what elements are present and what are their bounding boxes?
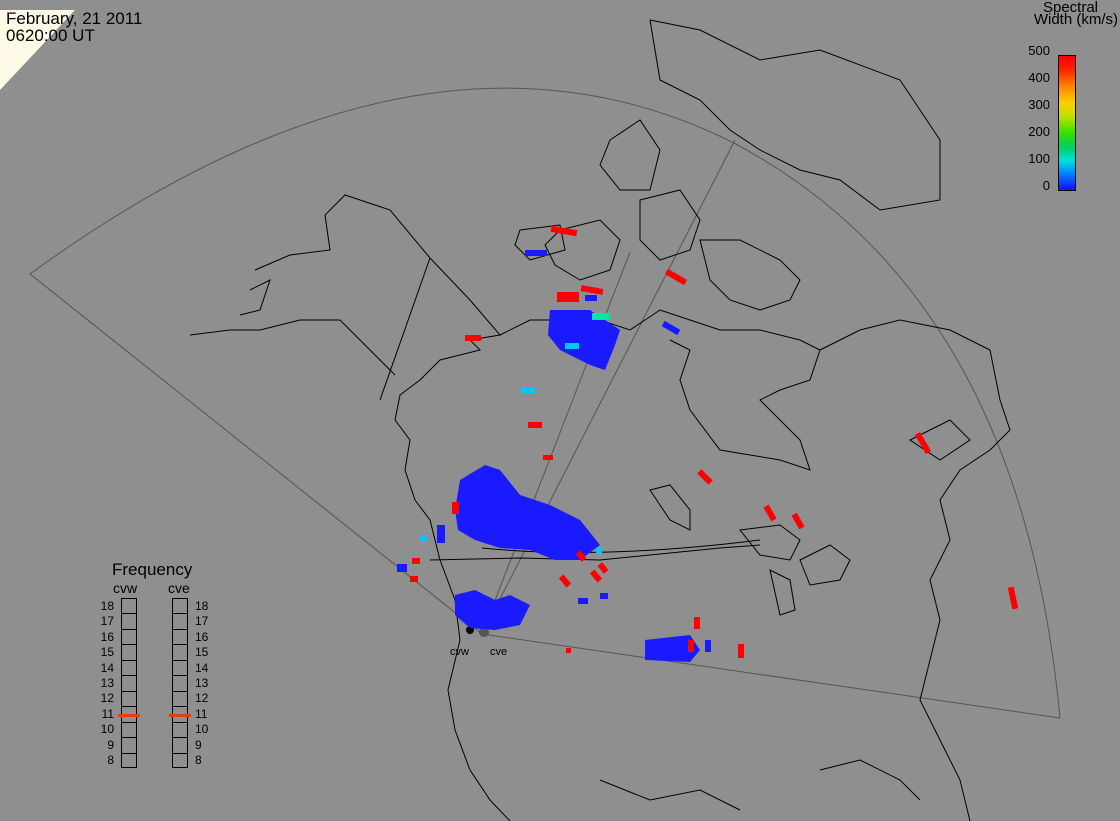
frequency-level-label: 13: [100, 676, 114, 690]
backscatter-echoes: [397, 250, 711, 662]
frequency-cell-divider: [173, 721, 187, 723]
frequency-cell-divider: [122, 644, 136, 646]
frequency-level-label: 16: [100, 629, 114, 644]
cyan-green-echoes: [592, 313, 610, 320]
colorbar-tick: 400: [1028, 70, 1050, 85]
frequency-cell-divider: [122, 628, 136, 630]
frequency-level-label: 11: [101, 706, 114, 721]
frequency-cell-divider: [173, 628, 187, 630]
field-of-view-outline: [29, 87, 1061, 719]
latitude-line: [481, 539, 761, 553]
frequency-cell-divider: [173, 644, 187, 646]
frequency-cell-divider: [173, 659, 187, 661]
frequency-radar-label: cvw: [113, 580, 138, 596]
frequency-level-label: 9: [107, 737, 114, 752]
frequency-level-label: 15: [100, 645, 114, 660]
frequency-marker-cvw: [118, 714, 140, 718]
frequency-level-label: 14: [100, 660, 114, 675]
frequency-cell-divider: [173, 675, 187, 677]
spectral-width-colorbar: [1058, 55, 1076, 191]
frequency-cell-divider: [122, 675, 136, 677]
coastlines: [189, 19, 1011, 821]
frequency-cell-divider: [173, 613, 187, 615]
colorbar-tick: 500: [1028, 43, 1050, 58]
cve-site-marker: [479, 627, 489, 637]
frequency-cell-divider: [173, 690, 187, 692]
frequency-bar-cve: [172, 598, 188, 768]
frequency-marker-cve: [169, 714, 191, 718]
frequency-level-label: 12: [195, 691, 209, 706]
frequency-cell-divider: [173, 737, 187, 739]
frequency-cell-divider: [173, 752, 187, 754]
frequency-level-label: 11: [195, 706, 208, 721]
colorbar-title: Spectral: [1042, 0, 1098, 16]
frequency-level-label: 10: [100, 722, 114, 737]
frequency-cell-divider: [173, 706, 187, 708]
site-label-cvw: cvw: [450, 646, 469, 658]
frequency-level-label: 10: [195, 722, 209, 737]
frequency-level-label: 16: [195, 629, 209, 644]
frequency-title: Frequency: [112, 560, 193, 579]
frequency-level-label: 14: [195, 660, 209, 675]
frequency-level-label: 9: [195, 737, 202, 752]
frequency-level-label: 8: [107, 753, 114, 768]
frequency-cell-divider: [122, 752, 136, 754]
frequency-level-label: 18: [100, 598, 114, 613]
daylight-terminator: [0, 10, 75, 90]
beam-boundary: [481, 251, 631, 635]
frequency-cell-divider: [122, 613, 136, 615]
frequency-cell-divider: [122, 690, 136, 692]
frequency-cell-divider: [122, 737, 136, 739]
frequency-cell-divider: [122, 706, 136, 708]
frequency-level-label: 8: [195, 753, 202, 768]
frequency-bar-cvw: [121, 598, 137, 768]
colorbar-tick: 200: [1028, 124, 1050, 139]
beam-boundary: [481, 139, 736, 635]
mid-width-echoes: [420, 343, 602, 554]
beam-boundary: [29, 273, 483, 635]
frequency-cell-divider: [122, 659, 136, 661]
frequency-radar-label: cve: [168, 580, 190, 596]
site-label-cve: cve: [490, 646, 508, 658]
time-label: 0620:00 UT: [6, 26, 95, 45]
frequency-level-label: 18: [195, 598, 209, 613]
colorbar-tick: 300: [1028, 97, 1050, 112]
colorbar-units: Width (km/s): [1033, 11, 1118, 28]
frequency-level-label: 12: [100, 691, 114, 706]
colorbar-tick: 0: [1042, 178, 1050, 193]
frequency-level-label: 17: [195, 614, 209, 629]
frequency-cell-divider: [122, 721, 136, 723]
high-width-echoes: [410, 225, 1019, 658]
date-label: February, 21 2011: [6, 9, 143, 28]
colorbar-tick: 100: [1028, 151, 1050, 166]
frequency-level-label: 13: [195, 676, 209, 690]
frequency-level-label: 17: [100, 614, 114, 629]
frequency-level-label: 15: [195, 645, 209, 660]
